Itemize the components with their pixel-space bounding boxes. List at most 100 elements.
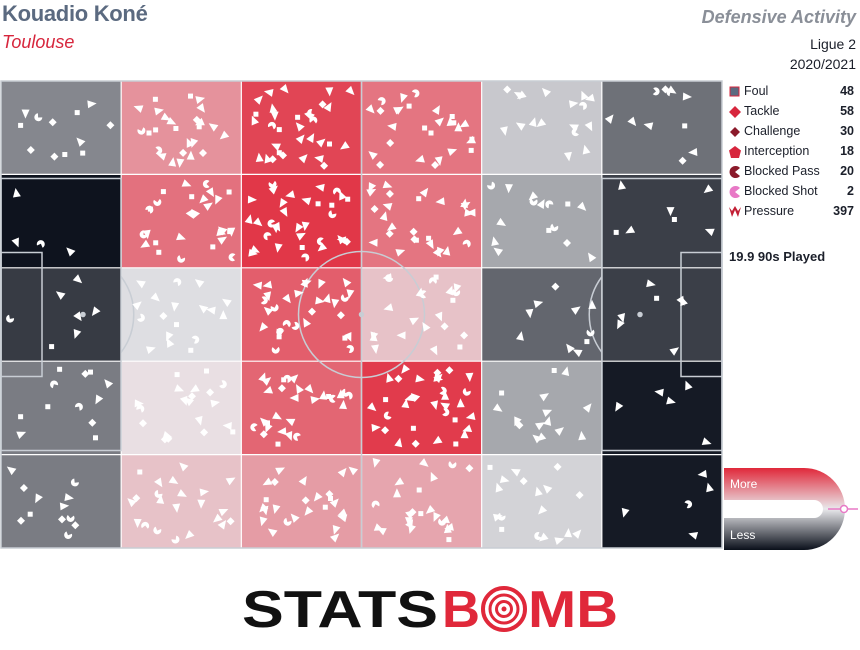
event-marker xyxy=(304,383,314,394)
event-marker xyxy=(415,374,425,383)
event-marker xyxy=(469,136,475,142)
event-marker xyxy=(50,152,59,161)
event-marker xyxy=(173,278,182,286)
event-marker xyxy=(291,321,300,330)
event-marker xyxy=(394,374,403,383)
event-marker xyxy=(442,408,450,417)
event-marker xyxy=(396,331,406,340)
event-marker xyxy=(440,322,449,331)
event-marker xyxy=(332,525,341,535)
event-marker xyxy=(341,388,350,397)
event-marker xyxy=(18,122,24,128)
event-marker xyxy=(400,93,408,103)
event-marker xyxy=(519,477,528,486)
event-marker xyxy=(386,222,397,231)
event-marker xyxy=(181,179,192,187)
event-marker xyxy=(179,462,189,472)
event-marker xyxy=(301,197,312,206)
event-marker xyxy=(316,237,324,246)
event-marker xyxy=(276,327,284,336)
event-marker xyxy=(453,283,462,294)
event-marker xyxy=(671,217,677,222)
event-marker xyxy=(416,196,422,202)
event-marker xyxy=(445,285,453,296)
event-marker xyxy=(260,296,268,305)
event-marker xyxy=(339,190,347,201)
event-marker xyxy=(288,374,299,384)
event-marker xyxy=(319,390,328,400)
event-marker xyxy=(155,146,163,155)
event-marker xyxy=(617,313,626,323)
event-marker xyxy=(263,497,269,503)
event-marker xyxy=(584,339,590,345)
event-marker xyxy=(58,515,66,524)
event-marker xyxy=(208,123,219,132)
event-marker xyxy=(625,225,636,234)
event-marker xyxy=(328,210,337,219)
event-marker xyxy=(339,399,348,410)
event-marker xyxy=(697,469,707,478)
event-marker xyxy=(434,156,443,166)
event-marker xyxy=(554,427,564,436)
event-marker xyxy=(684,500,693,509)
event-marker xyxy=(218,508,229,517)
event-marker xyxy=(487,181,496,190)
event-marker xyxy=(535,486,543,497)
event-marker xyxy=(186,150,195,160)
scale-less-label: Less xyxy=(730,528,756,542)
event-marker xyxy=(433,274,439,280)
event-marker xyxy=(296,232,306,241)
event-marker xyxy=(156,494,165,504)
event-marker xyxy=(430,400,439,411)
heatmap-cell xyxy=(121,454,242,549)
pitch-heatmap xyxy=(0,80,723,549)
event-marker xyxy=(514,416,522,427)
event-marker xyxy=(452,417,458,423)
event-marker xyxy=(153,240,159,246)
event-marker xyxy=(344,331,352,342)
event-marker xyxy=(465,464,474,473)
event-marker xyxy=(442,245,451,256)
event-marker xyxy=(329,202,335,208)
event-marker xyxy=(270,111,279,121)
event-marker xyxy=(387,122,397,131)
event-marker xyxy=(18,414,24,420)
event-marker xyxy=(435,197,445,206)
event-marker xyxy=(263,232,272,241)
event-marker xyxy=(370,344,379,354)
event-marker xyxy=(394,477,405,486)
event-marker xyxy=(340,141,350,150)
event-marker xyxy=(401,398,410,409)
event-marker xyxy=(172,503,181,513)
event-marker xyxy=(543,416,552,426)
event-marker xyxy=(572,529,582,539)
event-marker xyxy=(618,180,627,190)
event-marker xyxy=(206,388,215,397)
event-marker xyxy=(666,396,676,405)
event-marker xyxy=(301,253,310,262)
event-marker xyxy=(299,245,305,250)
event-marker xyxy=(451,120,457,126)
event-marker xyxy=(376,160,385,169)
event-marker xyxy=(225,477,236,486)
event-marker xyxy=(434,311,443,322)
event-marker xyxy=(320,161,329,170)
event-marker xyxy=(253,111,259,117)
event-marker xyxy=(445,366,454,375)
event-marker xyxy=(309,116,318,124)
event-marker xyxy=(301,496,310,505)
event-marker xyxy=(546,227,552,233)
event-marker xyxy=(34,113,43,122)
event-marker xyxy=(156,249,162,255)
legend-item-blocked-shot: Blocked Shot 2 xyxy=(728,182,858,202)
event-marker xyxy=(315,183,325,192)
challenge-icon xyxy=(730,127,740,137)
event-marker xyxy=(222,421,232,430)
event-marker xyxy=(395,249,406,257)
event-marker xyxy=(133,105,144,113)
event-marker xyxy=(379,211,388,221)
event-marker xyxy=(132,494,141,503)
event-marker xyxy=(153,198,162,206)
event-marker xyxy=(429,345,438,356)
event-marker xyxy=(73,329,82,339)
